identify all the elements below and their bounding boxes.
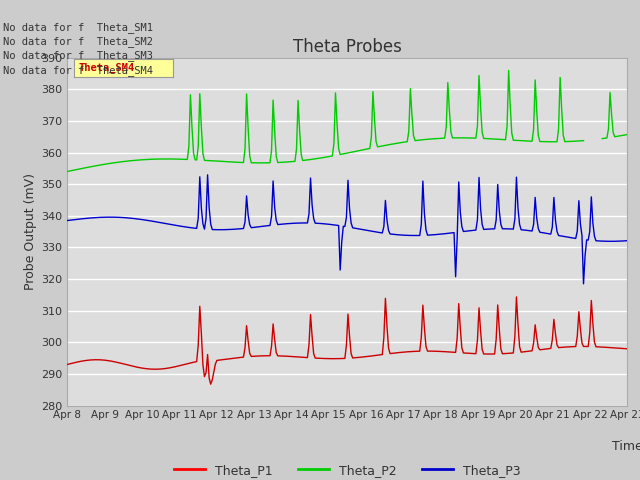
Y-axis label: Probe Output (mV): Probe Output (mV) bbox=[24, 173, 37, 290]
Text: No data for f  Theta_SM1: No data for f Theta_SM1 bbox=[3, 22, 153, 33]
Legend: Theta_P1, Theta_P2, Theta_P3: Theta_P1, Theta_P2, Theta_P3 bbox=[169, 459, 525, 480]
Text: No data for f  Theta_SM4: No data for f Theta_SM4 bbox=[3, 65, 153, 76]
X-axis label: Time: Time bbox=[612, 441, 640, 454]
Title: Theta Probes: Theta Probes bbox=[292, 38, 402, 56]
Text: No data for f  Theta_SM3: No data for f Theta_SM3 bbox=[3, 50, 153, 61]
Text: Theta_SM4: Theta_SM4 bbox=[79, 62, 135, 73]
Text: No data for f  Theta_SM2: No data for f Theta_SM2 bbox=[3, 36, 153, 47]
